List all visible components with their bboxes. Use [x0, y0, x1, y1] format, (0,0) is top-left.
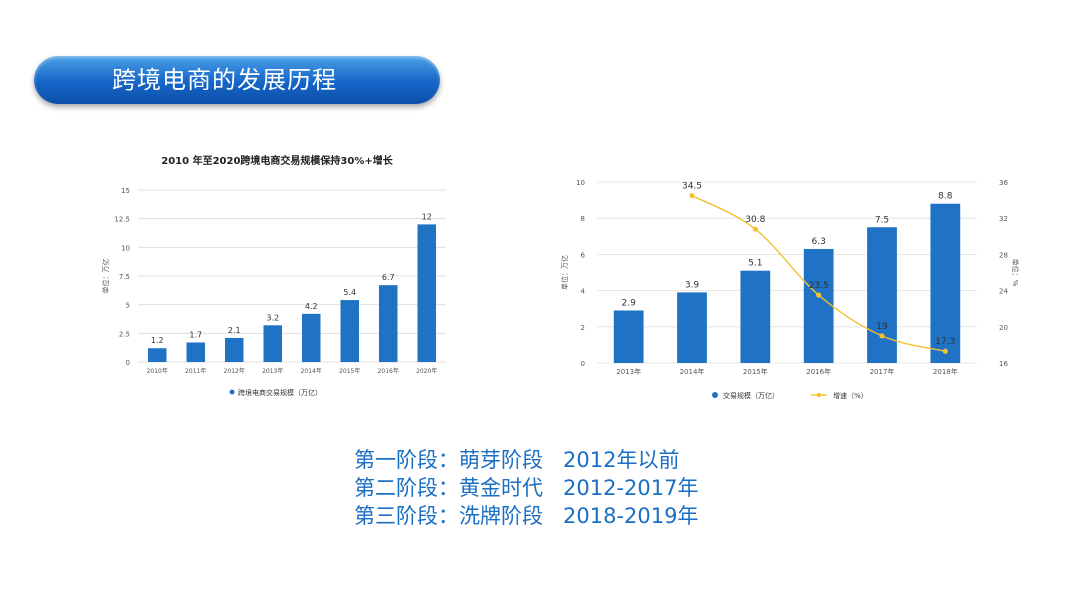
chart1-bar: [417, 224, 436, 362]
chart2-y2tick-label: 20: [999, 324, 1008, 332]
chart1-ytick-label: 15: [121, 187, 130, 195]
chart2-xtick-label: 2016年: [806, 367, 831, 376]
chart1-bar: [263, 325, 282, 362]
chart2-data-label: 5.1: [748, 259, 762, 269]
chart1-legend-label: 跨境电商交易规模（万亿）: [238, 388, 322, 397]
chart-trade-volume-2010-2020: 2010 年至2020跨境电商交易规模保持30%+增长 0 2.5 5 7.5 10 12…: [96, 140, 458, 400]
chart1-xtick-label: 2015年: [339, 367, 360, 375]
chart2-bar: [803, 248, 834, 363]
chart2-xtick-label: 2017年: [870, 367, 895, 376]
chart2-y2tick-label: 32: [999, 215, 1008, 223]
chart2-xtick-label: 2013年: [616, 367, 641, 376]
chart2-data-label: 3.9: [685, 280, 700, 290]
chart2-legend-bar-marker: [712, 392, 718, 398]
chart-trade-volume-growth-2013-2018: 0 2 4 6 8 10 16 20 24 28 32 36 单位：万亿 单位：% 2.9 2013年 3.9 2…: [555, 168, 1025, 408]
chart2-growth-label: 17.3: [935, 337, 955, 347]
chart1-xtick-label: 2014年: [301, 367, 322, 375]
chart2-y2tick-label: 16: [999, 360, 1008, 368]
chart1-xtick-label: 2012年: [224, 367, 245, 375]
stages-list: 第一阶段：萌芽阶段 2012年以前 第二阶段：黄金时代 2012-2017年 第…: [354, 446, 774, 530]
chart1-ylabel: 单位：万亿: [101, 259, 110, 294]
chart1-xtick-label: 2020年: [416, 367, 437, 375]
chart2-bar: [930, 203, 961, 363]
chart2-growth-label: 34.5: [682, 182, 702, 192]
chart2-data-label: 6.3: [812, 237, 826, 247]
chart1-data-label: 2.1: [228, 326, 241, 335]
chart2-legend-line-dot: [816, 392, 822, 398]
chart2-xtick-label: 2018年: [933, 367, 958, 376]
chart2-bar: [867, 227, 897, 363]
chart2-bar: [740, 270, 771, 363]
chart1-ytick-label: 2.5: [119, 330, 130, 338]
chart1-data-label: 6.7: [382, 273, 395, 282]
chart2-y2label: 单位：%: [1011, 259, 1020, 287]
chart1-bar: [340, 300, 359, 362]
chart2-growth-point: [942, 348, 948, 354]
chart2-ytick-label: 0: [581, 360, 585, 368]
chart2-ytick-label: 8: [581, 215, 585, 223]
chart2-growth-point: [752, 226, 758, 232]
chart2-data-label: 2.9: [622, 299, 637, 309]
chart2-y2tick-label: 24: [999, 288, 1008, 296]
title-banner: 跨境电商的发展历程: [34, 56, 440, 104]
chart2-growth-point: [816, 292, 822, 298]
chart1-xtick-label: 2013年: [262, 367, 283, 375]
chart1-ytick-label: 10: [121, 244, 130, 252]
chart1-ytick-label: 5: [126, 302, 130, 310]
chart1-bar: [379, 285, 398, 362]
chart1-bar: [225, 337, 244, 362]
chart1-ytick-label: 0: [126, 359, 130, 367]
chart1-data-label: 1.2: [151, 336, 164, 345]
chart1-bar: [148, 348, 167, 362]
chart2-growth-point: [879, 333, 885, 339]
chart2-ytick-label: 2: [581, 324, 585, 332]
chart2-ytick-label: 10: [576, 179, 585, 187]
chart2-growth-label: 23.5: [809, 281, 829, 291]
chart2-legend-bar-label: 交易规模（万亿）: [723, 391, 779, 400]
chart2-bar: [677, 292, 707, 363]
chart1-data-label: 5.4: [343, 288, 356, 297]
chart1-data-label: 1.7: [189, 331, 202, 340]
chart1-data-label: 4.2: [305, 302, 318, 311]
chart1-xtick-label: 2011年: [185, 367, 206, 375]
chart1-bar: [186, 342, 205, 362]
chart2-ytick-label: 4: [581, 288, 586, 296]
chart1-data-label: 12: [422, 212, 432, 221]
chart2-growth-point: [689, 192, 695, 199]
chart2-data-label: 7.5: [875, 215, 889, 225]
chart2-ytick-label: 6: [581, 251, 586, 259]
chart1-ytick-label: 12.5: [114, 216, 130, 224]
chart2-growth-label: 19: [876, 322, 888, 332]
slide-title: 跨境电商的发展历程: [112, 66, 337, 94]
chart2-bar: [613, 310, 644, 363]
chart2-y2tick-label: 36: [999, 179, 1008, 187]
stage-2: 第二阶段：黄金时代 2012-2017年: [354, 476, 699, 500]
chart1-xtick-label: 2016年: [378, 367, 399, 375]
chart2-xtick-label: 2015年: [743, 367, 768, 376]
chart2-growth-label: 30.8: [745, 215, 765, 225]
chart2-data-label: 8.8: [938, 192, 953, 202]
chart1-data-label: 3.2: [266, 313, 279, 322]
chart1-svg: 0 2.5 5 7.5 10 12.5 15 单位：万亿 1.2 2010年 1.7 2011年 2.1…: [101, 187, 446, 397]
chart2-xtick-label: 2014年: [680, 367, 705, 376]
chart1-title: 2010 年至2020跨境电商交易规模保持30%+增长: [161, 156, 393, 167]
chart1-ytick-label: 7.5: [119, 273, 130, 281]
stage-1: 第一阶段：萌芽阶段 2012年以前: [354, 448, 680, 472]
chart1-xtick-label: 2010年: [147, 367, 168, 375]
chart1-legend-marker: [229, 389, 235, 395]
chart2-legend-line-label: 增速（%）: [833, 391, 868, 400]
stage-3: 第三阶段：洗牌阶段 2018-2019年: [354, 504, 699, 528]
chart2-y2tick-label: 28: [999, 251, 1008, 259]
chart2-ylabel: 单位：万亿: [560, 255, 569, 290]
chart1-bar: [302, 313, 321, 362]
